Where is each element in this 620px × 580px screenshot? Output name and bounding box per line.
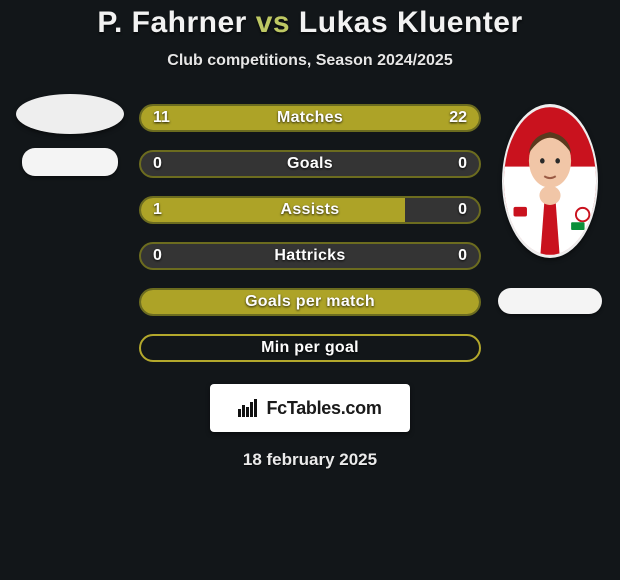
stat-row: Min per goal bbox=[139, 334, 481, 362]
stat-row: 10Assists bbox=[139, 196, 481, 224]
player1-chip bbox=[22, 148, 118, 176]
stat-label: Goals per match bbox=[141, 290, 479, 314]
player2-chip bbox=[498, 288, 602, 314]
stat-label: Assists bbox=[141, 198, 479, 222]
player2-avatar bbox=[502, 104, 598, 258]
page-title: P. Fahrner vs Lukas Kluenter bbox=[0, 0, 620, 40]
title-player1: P. Fahrner bbox=[97, 6, 247, 39]
title-vs: vs bbox=[256, 6, 290, 39]
brand-text: FcTables.com bbox=[266, 398, 381, 419]
stat-label: Goals bbox=[141, 152, 479, 176]
stat-row: 00Goals bbox=[139, 150, 481, 178]
footer-date: 18 february 2025 bbox=[0, 450, 620, 470]
player1-side bbox=[10, 104, 130, 176]
brand-badge[interactable]: FcTables.com bbox=[210, 384, 410, 432]
stat-label: Matches bbox=[141, 106, 479, 130]
title-player2: Lukas Kluenter bbox=[299, 6, 523, 39]
player2-side bbox=[490, 104, 610, 314]
stat-row: 1122Matches bbox=[139, 104, 481, 132]
stat-label: Hattricks bbox=[141, 244, 479, 268]
player2-photo-icon bbox=[502, 106, 598, 256]
content-row: 1122Matches 00Goals 10Assists 00Hattricks Go… bbox=[0, 70, 620, 380]
player1-avatar bbox=[16, 94, 124, 134]
stat-row: 00Hattricks bbox=[139, 242, 481, 270]
subtitle: Club competitions, Season 2024/2025 bbox=[0, 52, 620, 70]
stats-bars: 1122Matches 00Goals 10Assists 00Hattricks Go… bbox=[130, 104, 490, 380]
brand-chart-icon bbox=[238, 399, 260, 417]
stat-row: Goals per match bbox=[139, 288, 481, 316]
comparison-card: P. Fahrner vs Lukas Kluenter Club compet… bbox=[0, 0, 620, 580]
stat-label: Min per goal bbox=[141, 336, 479, 360]
